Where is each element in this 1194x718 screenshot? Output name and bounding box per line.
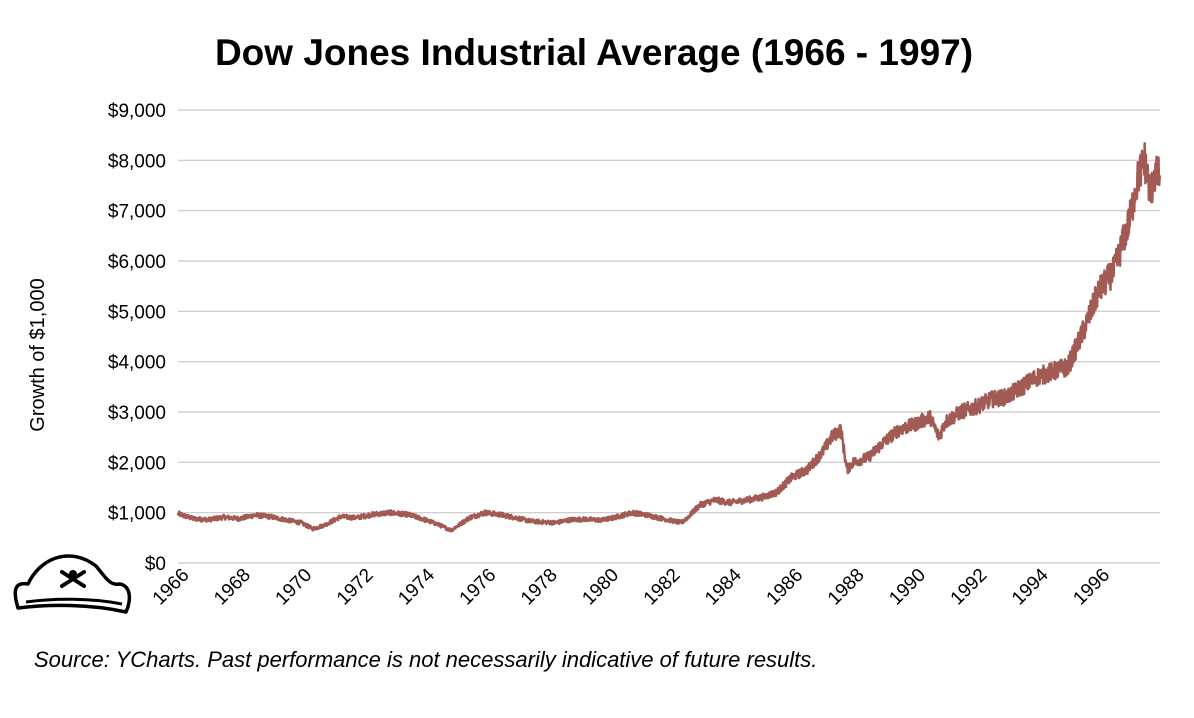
y-axis-label: Growth of $1,000 xyxy=(27,278,49,431)
x-tick-label: 1992 xyxy=(947,565,992,610)
x-tick-label: 1974 xyxy=(394,564,439,609)
series-layer xyxy=(176,141,1162,533)
source-note: Source: YCharts. Past performance is not… xyxy=(34,647,817,672)
x-tick-label: 1984 xyxy=(701,564,746,609)
x-tick-label: 1968 xyxy=(210,565,255,610)
x-tick-label: 1996 xyxy=(1069,565,1114,610)
x-axis-ticks: 1966 1968 1970 1972 1974 1976 1978 1980 1982 1984… xyxy=(149,564,1114,609)
y-tick-label: $8,000 xyxy=(108,151,166,172)
x-tick-label: 1978 xyxy=(517,565,562,610)
y-tick-label: $1,000 xyxy=(108,504,166,525)
x-tick-label: 1986 xyxy=(763,565,808,610)
pirate-hat-icon xyxy=(13,554,132,614)
series-line-dow-jones xyxy=(176,141,1162,533)
y-tick-label: $6,000 xyxy=(108,252,166,273)
y-tick-label: $0 xyxy=(145,554,166,575)
y-axis-ticks: $0 $1,000 $2,000 $3,000 $4,000 $5,000 $6,000 $7… xyxy=(108,101,166,575)
x-tick-label: 1994 xyxy=(1008,564,1053,609)
x-tick-label: 1972 xyxy=(333,565,378,610)
y-tick-label: $3,000 xyxy=(108,403,166,424)
y-tick-label: $5,000 xyxy=(108,302,166,323)
y-tick-label: $4,000 xyxy=(108,353,166,374)
gridlines xyxy=(178,109,1160,564)
y-tick-label: $9,000 xyxy=(108,101,166,122)
x-tick-label: 1988 xyxy=(824,565,869,610)
x-tick-label: 1970 xyxy=(272,565,317,610)
chart-title: Dow Jones Industrial Average (1966 - 199… xyxy=(215,32,973,73)
x-tick-label: 1990 xyxy=(885,565,930,610)
x-tick-label: 1980 xyxy=(578,565,623,610)
y-tick-label: $7,000 xyxy=(108,202,166,223)
y-tick-label: $2,000 xyxy=(108,453,166,474)
x-tick-label: 1982 xyxy=(640,565,685,610)
x-tick-label: 1976 xyxy=(456,565,501,610)
